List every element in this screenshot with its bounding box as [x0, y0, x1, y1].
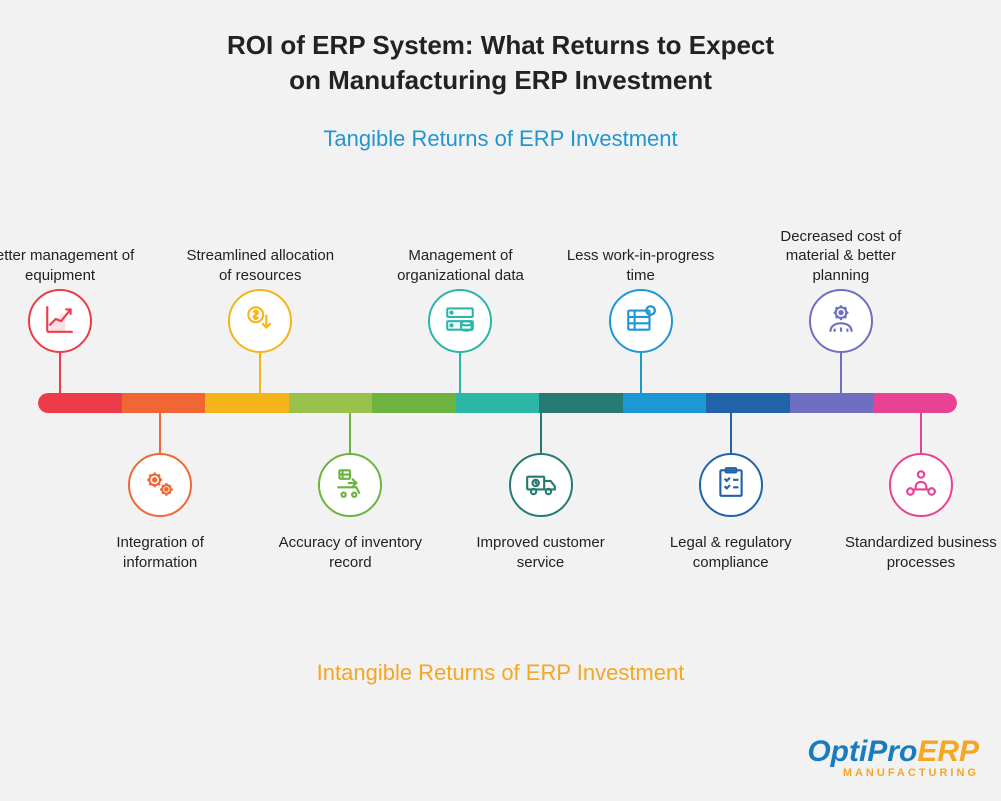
- timeline-node: [609, 289, 673, 353]
- timeline-segment: [38, 393, 122, 413]
- timeline-bar: [38, 393, 957, 413]
- timeline-segment: [456, 393, 540, 413]
- logo-part2: ERP: [917, 735, 979, 768]
- timeline-segment: [122, 393, 206, 413]
- connector: [540, 413, 542, 453]
- node-label: Streamlined allocation of resources: [180, 211, 340, 285]
- timeline-node: [809, 289, 873, 353]
- subtitle-intangible: Intangible Returns of ERP Investment: [0, 660, 1001, 686]
- subtitle-tangible: Tangible Returns of ERP Investment: [0, 98, 1001, 152]
- timeline-segment: [539, 393, 623, 413]
- node-label: Integration of information: [80, 533, 240, 572]
- node-label: Decreased cost of material & better plan…: [761, 211, 921, 285]
- connector: [459, 353, 461, 393]
- timeline-node: [28, 289, 92, 353]
- timeline-segment: [623, 393, 707, 413]
- process-gear-icon: [824, 302, 858, 341]
- node-label: Legal & regulatory compliance: [651, 533, 811, 572]
- delivery-truck-icon: [524, 466, 558, 505]
- logo-subtext: MANUFACTURING: [807, 767, 979, 779]
- timeline-node: [428, 289, 492, 353]
- title-line2: on Manufacturing ERP Investment: [289, 65, 712, 95]
- connector: [640, 353, 642, 393]
- growth-chart-icon: [43, 302, 77, 341]
- timeline-segment: [289, 393, 373, 413]
- dollar-down-icon: [243, 302, 277, 341]
- node-label: Management of organizational data: [380, 211, 540, 285]
- checklist-icon: [714, 466, 748, 505]
- timeline-segment: [372, 393, 456, 413]
- timeline-segment: [790, 393, 874, 413]
- inventory-cart-icon: [333, 466, 367, 505]
- connector: [920, 413, 922, 453]
- connector: [59, 353, 61, 393]
- node-label: Less work-in-progress time: [561, 211, 721, 285]
- node-label: Accuracy of inventory record: [270, 533, 430, 572]
- node-label: Standardized business processes: [841, 533, 1001, 572]
- timeline-node: [128, 453, 192, 517]
- node-label: Improved customer service: [461, 533, 621, 572]
- gears-icon: [143, 466, 177, 505]
- worker-process-icon: [904, 466, 938, 505]
- timeline-node: [318, 453, 382, 517]
- logo-part1: OptiPro: [807, 735, 917, 768]
- timeline-segment: [706, 393, 790, 413]
- blueprint-gear-icon: [624, 302, 658, 341]
- timeline-segment: [205, 393, 289, 413]
- connector: [159, 413, 161, 453]
- title-line1: ROI of ERP System: What Returns to Expec…: [227, 30, 774, 60]
- server-db-icon: [443, 302, 477, 341]
- timeline-node: [509, 453, 573, 517]
- main-title: ROI of ERP System: What Returns to Expec…: [0, 0, 1001, 98]
- timeline-node: [228, 289, 292, 353]
- node-label: Better management of equipment: [0, 211, 140, 285]
- connector: [259, 353, 261, 393]
- connector: [730, 413, 732, 453]
- timeline-node: [889, 453, 953, 517]
- connector: [349, 413, 351, 453]
- connector: [840, 353, 842, 393]
- timeline-segment: [873, 393, 957, 413]
- timeline-node: [699, 453, 763, 517]
- brand-logo: OptiProERP MANUFACTURING: [807, 737, 979, 779]
